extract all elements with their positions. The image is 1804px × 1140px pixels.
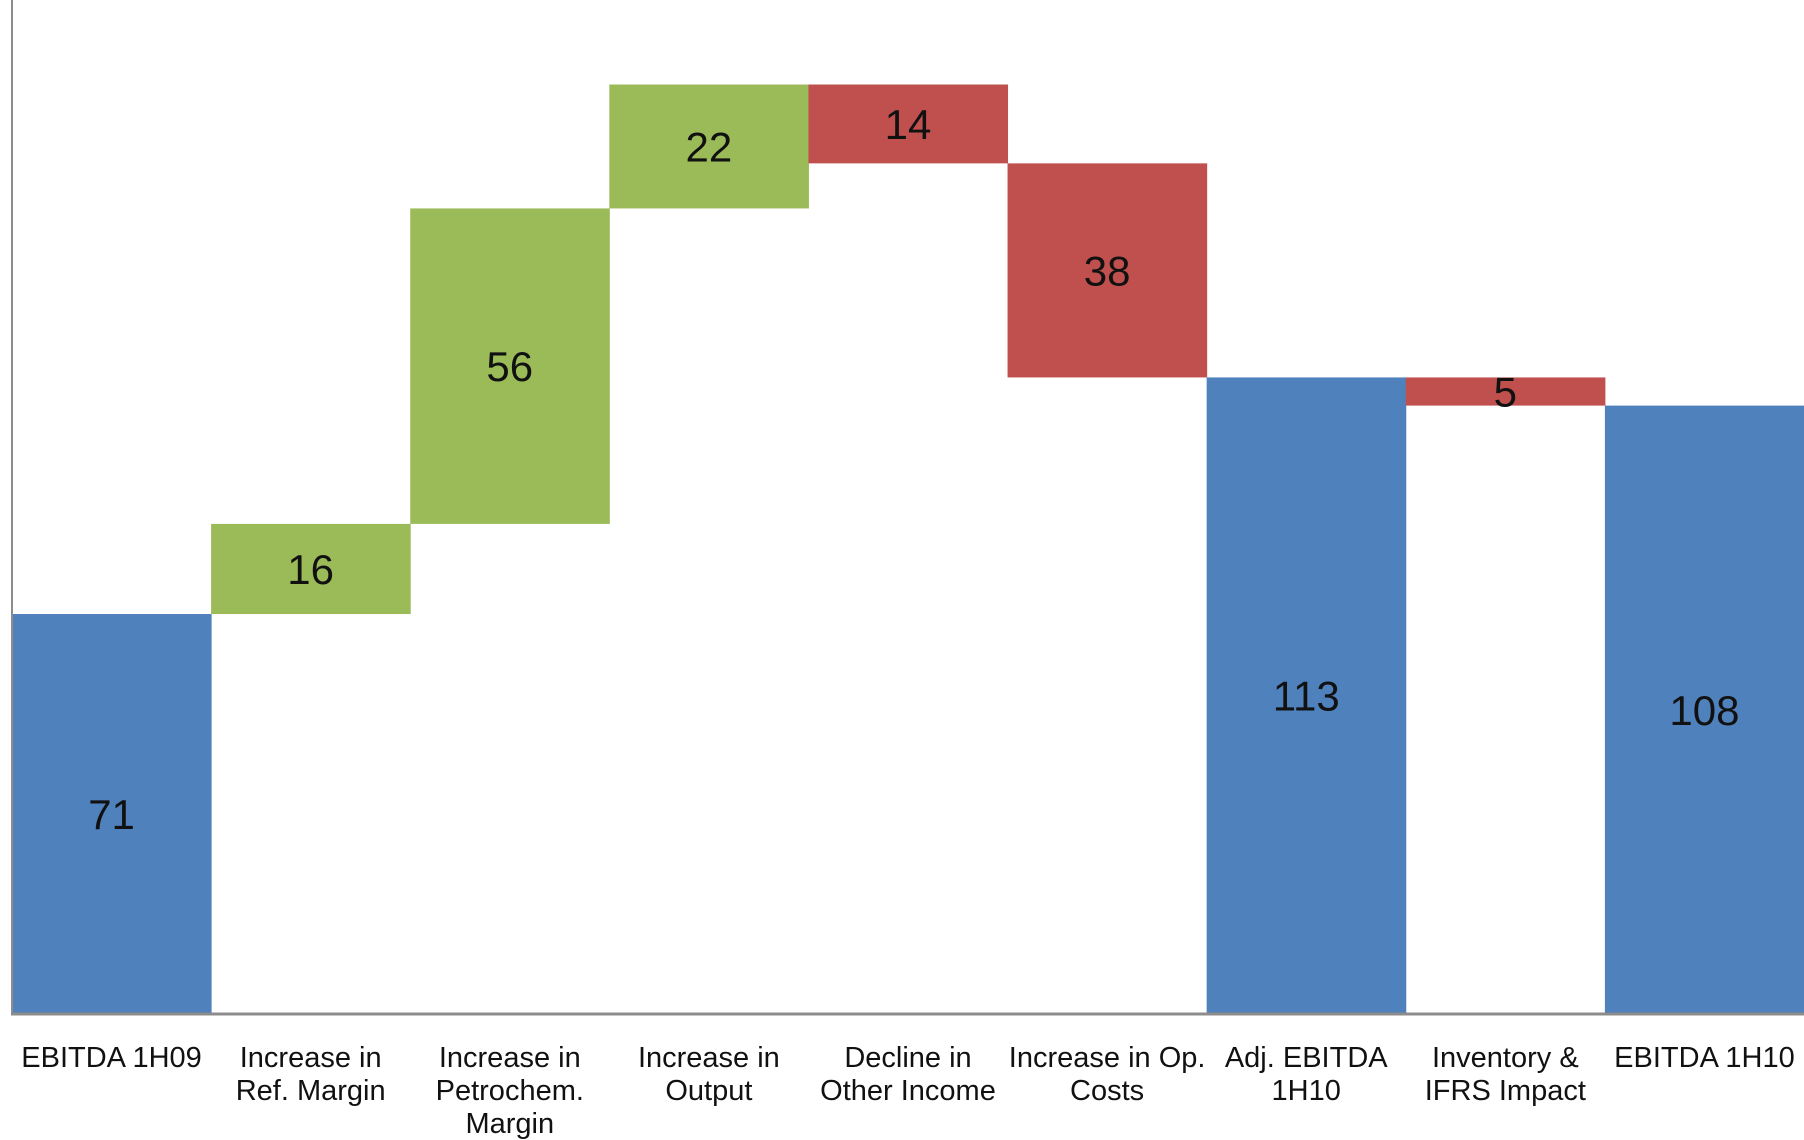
- category-label-4-line-1: Increase in: [638, 1042, 780, 1074]
- value-label-1: 71: [88, 791, 135, 838]
- value-labels-layer: 71 16 56 22 14 38 113 5 108: [88, 101, 1739, 838]
- category-label-8-line-1: Inventory &: [1432, 1042, 1579, 1074]
- category-label-4-line-2: Output: [665, 1075, 752, 1107]
- category-label-1-line-1: EBITDA 1H09: [21, 1042, 202, 1074]
- value-label-5: 14: [885, 101, 932, 148]
- bar-9-total: [1604, 405, 1804, 1015]
- value-label-2: 16: [287, 546, 334, 593]
- value-label-3: 56: [486, 343, 533, 390]
- category-label-8-line-2: IFRS Impact: [1425, 1075, 1586, 1107]
- bar-5-decrease: [808, 84, 1009, 164]
- bar-8-decrease: [1405, 377, 1606, 406]
- bar-7-total: [1206, 377, 1407, 1014]
- axes-layer: [11, 0, 1804, 1016]
- category-label-3-line-1: Increase in: [439, 1042, 581, 1074]
- value-label-9: 108: [1669, 687, 1739, 734]
- category-label-7-line-1: Adj. EBITDA: [1225, 1042, 1388, 1074]
- category-label-2-line-1: Increase in: [240, 1042, 382, 1074]
- category-label-2-line-2: Ref. Margin: [236, 1075, 386, 1107]
- bar-1-total: [12, 614, 212, 1014]
- value-label-6: 38: [1084, 247, 1131, 294]
- bar-2-increase: [211, 523, 411, 615]
- category-label-3-line-2: Petrochem.: [436, 1075, 584, 1107]
- value-label-8: 5: [1494, 369, 1517, 416]
- bar-6-decrease: [1007, 163, 1208, 378]
- category-label-9-line-1: EBITDA 1H10: [1614, 1042, 1795, 1074]
- category-label-6-line-1: Increase in Op.: [1009, 1042, 1206, 1074]
- category-label-5-line-1: Decline in: [844, 1042, 971, 1074]
- category-label-6-line-2: Costs: [1070, 1075, 1144, 1107]
- bar-3-increase: [410, 208, 610, 524]
- category-label-7-line-2: 1H10: [1272, 1075, 1341, 1107]
- category-label-3-line-3: Margin: [465, 1108, 554, 1140]
- category-label-5-line-2: Other Income: [820, 1075, 996, 1107]
- bars-layer: [12, 84, 1804, 1015]
- value-label-4: 22: [686, 123, 733, 170]
- value-label-7: 113: [1273, 673, 1340, 720]
- bar-4-increase: [609, 84, 809, 209]
